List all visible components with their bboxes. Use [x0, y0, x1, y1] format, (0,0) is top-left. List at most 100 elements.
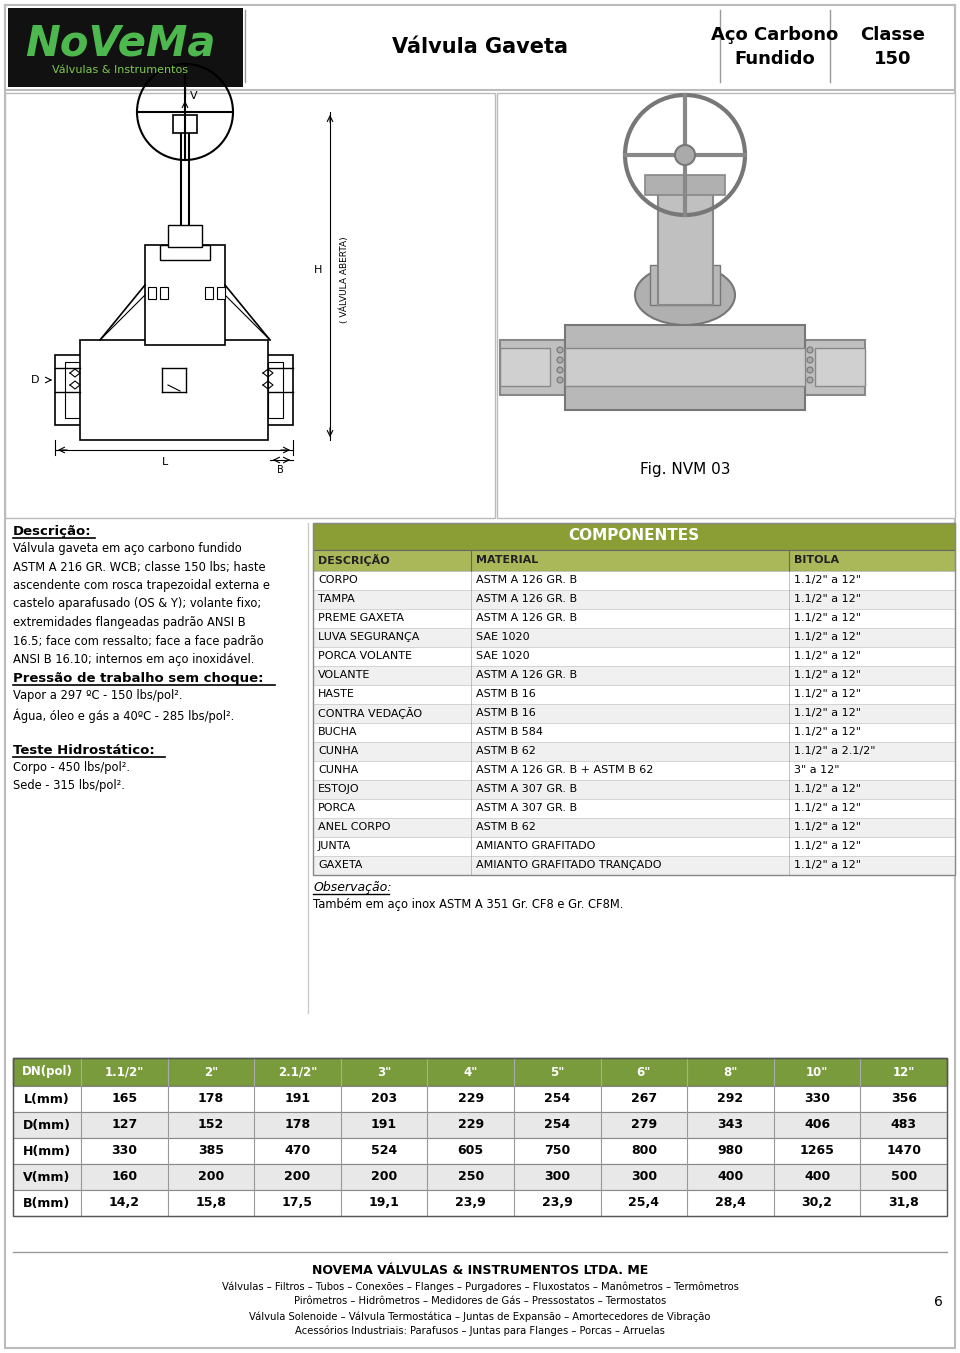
Text: 1.1/2" a 12": 1.1/2" a 12"	[794, 613, 861, 622]
Bar	[313, 760, 955, 779]
Bar	[815, 348, 865, 386]
Text: ASTM B 16: ASTM B 16	[476, 689, 536, 700]
Bar	[205, 287, 213, 299]
Bar	[313, 524, 955, 875]
Text: 200: 200	[284, 1170, 311, 1184]
Text: 279: 279	[631, 1119, 657, 1131]
Text: 17,5: 17,5	[282, 1196, 313, 1210]
Bar	[168, 225, 202, 248]
Bar	[313, 647, 955, 666]
Text: 4": 4"	[464, 1066, 478, 1078]
Text: ( VÁLVULA ABERTA): ( VÁLVULA ABERTA)	[340, 237, 349, 323]
Text: 1.1/2" a 12": 1.1/2" a 12"	[794, 689, 861, 700]
Text: 470: 470	[284, 1145, 311, 1158]
Text: 400: 400	[717, 1170, 744, 1184]
Text: 343: 343	[717, 1119, 743, 1131]
Bar	[313, 856, 955, 875]
Bar	[497, 93, 955, 518]
Bar	[650, 265, 720, 304]
Text: Observação:: Observação:	[313, 881, 392, 894]
Text: 406: 406	[804, 1119, 830, 1131]
Text: 200: 200	[371, 1170, 397, 1184]
Text: CONTRA VEDAÇÃO: CONTRA VEDAÇÃO	[318, 708, 422, 718]
Text: 31,8: 31,8	[888, 1196, 919, 1210]
Bar	[313, 571, 955, 590]
Text: 330: 330	[111, 1145, 137, 1158]
Bar	[65, 363, 80, 418]
Bar	[565, 325, 805, 410]
Text: Vapor a 297 ºC - 150 lbs/pol².
Água, óleo e gás a 40ºC - 285 lbs/pol².: Vapor a 297 ºC - 150 lbs/pol². Água, óle…	[13, 689, 234, 723]
Text: 23,9: 23,9	[455, 1196, 486, 1210]
Bar	[145, 245, 225, 345]
Text: Aço Carbono
Fundido: Aço Carbono Fundido	[711, 26, 839, 68]
Text: COMPONENTES: COMPONENTES	[568, 529, 700, 544]
Text: 524: 524	[371, 1145, 397, 1158]
Text: HASTE: HASTE	[318, 689, 355, 700]
Bar	[313, 741, 955, 760]
Text: 6: 6	[933, 1295, 943, 1308]
Text: 25,4: 25,4	[629, 1196, 660, 1210]
Circle shape	[807, 377, 813, 383]
Text: NoVeMa: NoVeMa	[25, 23, 215, 65]
Bar	[313, 551, 955, 571]
Text: Teste Hidrostático:: Teste Hidrostático:	[13, 744, 155, 756]
Bar	[313, 609, 955, 628]
Text: DESCRIÇÃO: DESCRIÇÃO	[318, 553, 390, 566]
Bar	[160, 287, 168, 299]
Text: 1.1/2" a 12": 1.1/2" a 12"	[794, 594, 861, 603]
Text: Válvula gaveta em aço carbono fundido
ASTM A 216 GR. WCB; classe 150 lbs; haste
: Válvula gaveta em aço carbono fundido AS…	[13, 543, 270, 666]
Bar	[313, 666, 955, 685]
Text: 292: 292	[717, 1092, 744, 1105]
Bar	[5, 5, 955, 91]
Text: 191: 191	[284, 1092, 311, 1105]
Text: 1265: 1265	[800, 1145, 834, 1158]
Text: 30,2: 30,2	[802, 1196, 832, 1210]
Bar	[13, 1164, 947, 1191]
Text: ASTM A 307 GR. B: ASTM A 307 GR. B	[476, 802, 577, 813]
Bar	[313, 590, 955, 609]
Bar	[13, 1058, 947, 1216]
Circle shape	[557, 357, 563, 363]
Text: 19,1: 19,1	[369, 1196, 399, 1210]
Bar	[148, 287, 156, 299]
Bar	[13, 1138, 947, 1164]
Text: 5": 5"	[550, 1066, 564, 1078]
Text: 203: 203	[371, 1092, 397, 1105]
Text: ASTM A 126 GR. B: ASTM A 126 GR. B	[476, 670, 577, 681]
Text: ASTM B 16: ASTM B 16	[476, 708, 536, 718]
Bar	[500, 340, 565, 395]
Bar	[313, 628, 955, 647]
Text: D: D	[31, 375, 39, 386]
Bar	[268, 363, 283, 418]
Circle shape	[807, 357, 813, 363]
Text: 1.1/2" a 12": 1.1/2" a 12"	[794, 802, 861, 813]
Text: BUCHA: BUCHA	[318, 727, 357, 737]
Text: Descrição:: Descrição:	[13, 525, 91, 538]
Text: 200: 200	[198, 1170, 224, 1184]
Text: 1.1/2" a 12": 1.1/2" a 12"	[794, 708, 861, 718]
Text: 152: 152	[198, 1119, 224, 1131]
Bar	[13, 1191, 947, 1216]
Text: 1.1/2" a 12": 1.1/2" a 12"	[794, 727, 861, 737]
Text: 605: 605	[458, 1145, 484, 1158]
Text: 483: 483	[891, 1119, 917, 1131]
Text: V(mm): V(mm)	[23, 1170, 71, 1184]
Bar	[13, 1112, 947, 1138]
Text: 400: 400	[804, 1170, 830, 1184]
Text: H(mm): H(mm)	[23, 1145, 71, 1158]
Bar	[173, 115, 197, 133]
Text: 1.1/2" a 12": 1.1/2" a 12"	[794, 861, 861, 870]
Text: Fig. NVM 03: Fig. NVM 03	[639, 461, 731, 478]
Text: DN(pol): DN(pol)	[21, 1066, 72, 1078]
Bar	[13, 1058, 947, 1086]
Text: CUNHA: CUNHA	[318, 746, 358, 756]
Text: BITOLA: BITOLA	[794, 555, 839, 566]
Text: 750: 750	[544, 1145, 570, 1158]
Circle shape	[557, 367, 563, 373]
Text: ASTM B 62: ASTM B 62	[476, 823, 536, 832]
Text: ASTM B 62: ASTM B 62	[476, 746, 536, 756]
Circle shape	[675, 145, 695, 165]
Text: 1.1/2" a 2.1/2": 1.1/2" a 2.1/2"	[794, 746, 876, 756]
Text: ASTM B 584: ASTM B 584	[476, 727, 543, 737]
Bar	[13, 1086, 947, 1112]
